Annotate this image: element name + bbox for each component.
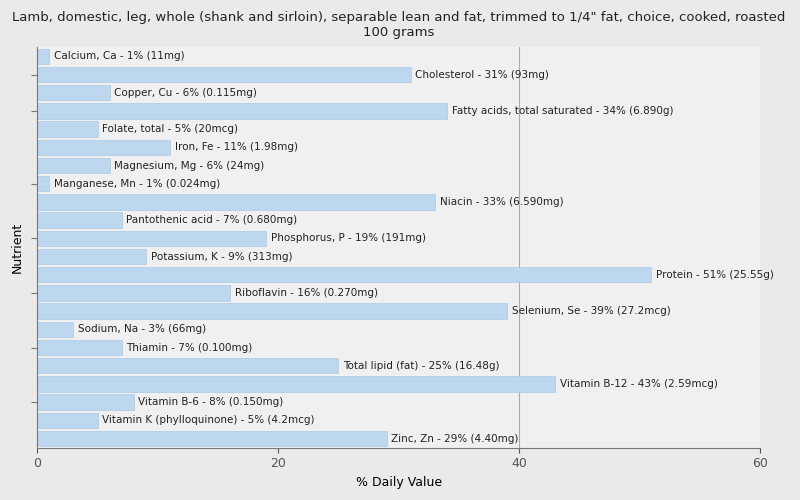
X-axis label: % Daily Value: % Daily Value (355, 476, 442, 489)
Bar (38, 158, 110, 174)
Bar (38, 285, 230, 300)
Text: Iron, Fe - 11% (1.98mg): Iron, Fe - 11% (1.98mg) (174, 142, 298, 152)
Text: Total lipid (fat) - 25% (16.48g): Total lipid (fat) - 25% (16.48g) (343, 360, 500, 370)
Bar (38, 376, 555, 392)
Bar (38, 267, 651, 282)
Text: Fatty acids, total saturated - 34% (6.890g): Fatty acids, total saturated - 34% (6.89… (451, 106, 673, 116)
Bar (38, 412, 98, 428)
Bar (38, 394, 134, 410)
Text: Cholesterol - 31% (93mg): Cholesterol - 31% (93mg) (415, 70, 550, 80)
Bar (38, 304, 507, 319)
Text: Riboflavin - 16% (0.270mg): Riboflavin - 16% (0.270mg) (235, 288, 378, 298)
Bar (38, 140, 170, 155)
Text: Magnesium, Mg - 6% (24mg): Magnesium, Mg - 6% (24mg) (114, 160, 265, 170)
Text: Zinc, Zn - 29% (4.40mg): Zinc, Zn - 29% (4.40mg) (391, 434, 518, 444)
Text: Vitamin B-6 - 8% (0.150mg): Vitamin B-6 - 8% (0.150mg) (138, 397, 284, 407)
Text: Vitamin K (phylloquinone) - 5% (4.2mcg): Vitamin K (phylloquinone) - 5% (4.2mcg) (102, 416, 315, 426)
Bar (38, 212, 122, 228)
Bar (38, 249, 146, 264)
Text: Pantothenic acid - 7% (0.680mg): Pantothenic acid - 7% (0.680mg) (126, 215, 298, 225)
Bar (38, 176, 50, 192)
Bar (38, 431, 386, 446)
Text: Vitamin B-12 - 43% (2.59mcg): Vitamin B-12 - 43% (2.59mcg) (560, 379, 718, 389)
Bar (38, 122, 98, 137)
Bar (38, 358, 338, 374)
Bar (38, 322, 74, 337)
Bar (38, 230, 266, 246)
Text: Selenium, Se - 39% (27.2mcg): Selenium, Se - 39% (27.2mcg) (512, 306, 670, 316)
Text: Protein - 51% (25.55g): Protein - 51% (25.55g) (656, 270, 774, 280)
Bar (38, 194, 434, 210)
Text: Manganese, Mn - 1% (0.024mg): Manganese, Mn - 1% (0.024mg) (54, 178, 221, 188)
Text: Thiamin - 7% (0.100mg): Thiamin - 7% (0.100mg) (126, 342, 253, 352)
Bar (38, 85, 110, 100)
Text: Phosphorus, P - 19% (191mg): Phosphorus, P - 19% (191mg) (271, 234, 426, 243)
Text: Copper, Cu - 6% (0.115mg): Copper, Cu - 6% (0.115mg) (114, 88, 258, 98)
Text: Calcium, Ca - 1% (11mg): Calcium, Ca - 1% (11mg) (54, 52, 185, 62)
Bar (38, 103, 446, 118)
Text: Folate, total - 5% (20mcg): Folate, total - 5% (20mcg) (102, 124, 238, 134)
Title: Lamb, domestic, leg, whole (shank and sirloin), separable lean and fat, trimmed : Lamb, domestic, leg, whole (shank and si… (12, 11, 786, 39)
Text: Sodium, Na - 3% (66mg): Sodium, Na - 3% (66mg) (78, 324, 206, 334)
Text: Niacin - 33% (6.590mg): Niacin - 33% (6.590mg) (439, 197, 563, 207)
Text: Potassium, K - 9% (313mg): Potassium, K - 9% (313mg) (150, 252, 292, 262)
Bar (38, 67, 410, 82)
Bar (38, 48, 50, 64)
Bar (38, 340, 122, 355)
Y-axis label: Nutrient: Nutrient (11, 222, 24, 273)
